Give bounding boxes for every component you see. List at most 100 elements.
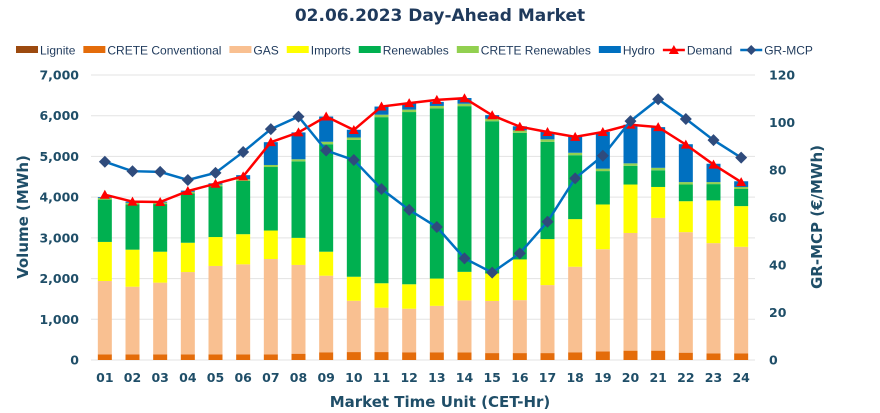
bar-renewables bbox=[568, 155, 583, 220]
bar-crete-renewables bbox=[651, 167, 666, 171]
bar-imports bbox=[97, 241, 112, 282]
bar-renewables bbox=[236, 180, 251, 235]
point-demand bbox=[680, 139, 691, 149]
bar-imports bbox=[208, 237, 223, 266]
bar-renewables bbox=[651, 170, 666, 187]
legend-label: GR-MCP bbox=[764, 44, 813, 58]
bar-crete-renewables bbox=[485, 118, 500, 122]
bar-crete-renewables bbox=[291, 159, 306, 162]
bar-crete-conventional bbox=[263, 354, 278, 360]
bar-stack-08 bbox=[291, 132, 306, 360]
point-gr-mcp bbox=[347, 154, 360, 167]
bar-crete-conventional bbox=[595, 351, 610, 360]
legend-swatch bbox=[598, 46, 621, 53]
x-tick-label: 20 bbox=[622, 370, 640, 385]
legend-swatch bbox=[358, 46, 381, 53]
x-tick-label: 02 bbox=[124, 370, 141, 385]
point-demand bbox=[348, 124, 359, 134]
bar-hydro bbox=[429, 101, 444, 106]
y2-tick-label: 80 bbox=[769, 163, 787, 178]
x-tick-label: 11 bbox=[373, 370, 390, 385]
bar-gas bbox=[208, 265, 223, 355]
bar-crete-conventional bbox=[485, 353, 500, 360]
point-gr-mcp bbox=[375, 183, 388, 195]
y-axis-label: Volume (MWh) bbox=[14, 155, 32, 279]
x-tick-label: 14 bbox=[456, 370, 474, 385]
bar-renewables bbox=[595, 171, 610, 205]
legend-item-lignite: Lignite bbox=[16, 44, 76, 58]
bar-imports bbox=[706, 200, 721, 244]
bar-crete-conventional bbox=[734, 353, 749, 360]
bar-imports bbox=[346, 276, 361, 301]
point-gr-mcp bbox=[126, 165, 139, 178]
point-demand bbox=[542, 127, 553, 136]
point-demand bbox=[487, 110, 498, 120]
bar-stack-22 bbox=[678, 144, 693, 360]
bar-gas bbox=[512, 300, 527, 354]
x-tick-label: 01 bbox=[96, 370, 113, 385]
point-gr-mcp bbox=[403, 203, 416, 216]
bar-stack-02 bbox=[125, 201, 140, 360]
bar-gas bbox=[734, 246, 749, 354]
bar-renewables bbox=[97, 199, 112, 242]
bar-crete-conventional bbox=[125, 354, 140, 360]
bar-gas bbox=[540, 285, 555, 354]
y-tick-label: 1,000 bbox=[39, 312, 79, 327]
point-demand bbox=[404, 98, 415, 108]
bar-stack-04 bbox=[180, 190, 195, 360]
x-tick-label: 16 bbox=[511, 370, 529, 385]
bar-crete-renewables bbox=[678, 182, 693, 185]
bar-renewables bbox=[512, 132, 527, 260]
point-gr-mcp bbox=[735, 151, 748, 164]
point-demand bbox=[570, 131, 581, 141]
bar-imports bbox=[236, 234, 251, 265]
bar-crete-conventional bbox=[291, 353, 306, 360]
point-demand bbox=[653, 122, 664, 132]
bar-crete-conventional bbox=[429, 352, 444, 360]
bar-imports bbox=[153, 251, 168, 283]
bar-crete-conventional bbox=[678, 352, 693, 360]
x-axis-label: Market Time Unit (CET-Hr) bbox=[330, 393, 551, 411]
bar-imports bbox=[485, 273, 500, 301]
point-gr-mcp bbox=[98, 155, 111, 168]
legend-label: Lignite bbox=[40, 44, 76, 58]
y-axis-left: 0 1,000 2,000 3,000 4,000 5,000 6,000 7,000 bbox=[39, 68, 79, 368]
point-demand bbox=[376, 101, 387, 111]
legend: Lignite CRETE Conventional GAS Imports Renew… bbox=[16, 44, 813, 58]
bar-imports bbox=[595, 204, 610, 250]
bar-gas bbox=[402, 308, 417, 353]
bar-crete-renewables bbox=[429, 105, 444, 109]
point-gr-mcp bbox=[679, 112, 692, 125]
bar-crete-conventional bbox=[457, 352, 472, 360]
legend-swatch bbox=[456, 46, 479, 53]
bar-renewables bbox=[153, 204, 168, 252]
x-tick-label: 23 bbox=[705, 370, 722, 385]
bar-stack-13 bbox=[429, 101, 444, 360]
legend-item-gas: GAS bbox=[229, 44, 279, 58]
bar-imports bbox=[457, 271, 472, 301]
bar-stack-01 bbox=[97, 197, 112, 360]
bar-renewables bbox=[485, 121, 500, 274]
bar-crete-conventional bbox=[153, 354, 168, 360]
bar-crete-renewables bbox=[97, 197, 112, 200]
bar-stack-06 bbox=[236, 175, 251, 360]
bar-renewables bbox=[429, 108, 444, 279]
point-gr-mcp bbox=[430, 221, 443, 233]
bar-hydro bbox=[623, 124, 638, 164]
bar-crete-conventional bbox=[402, 352, 417, 360]
bar-crete-conventional bbox=[236, 354, 251, 360]
bar-gas bbox=[457, 300, 472, 353]
x-tick-label: 03 bbox=[151, 370, 168, 385]
bar-renewables bbox=[291, 161, 306, 238]
bar-imports bbox=[734, 206, 749, 247]
bar-gas bbox=[346, 300, 361, 353]
point-gr-mcp bbox=[292, 110, 305, 123]
legend-label: GAS bbox=[253, 44, 278, 58]
bar-crete-conventional bbox=[540, 353, 555, 360]
y2-tick-label: 0 bbox=[769, 353, 778, 368]
y-axis-right: 0 20 40 60 80 100 120 bbox=[769, 68, 795, 368]
legend-item-crete-conventional: CRETE Conventional bbox=[83, 44, 221, 58]
bar-crete-conventional bbox=[374, 352, 389, 360]
point-gr-mcp bbox=[154, 165, 167, 178]
y2-tick-label: 120 bbox=[769, 68, 795, 83]
